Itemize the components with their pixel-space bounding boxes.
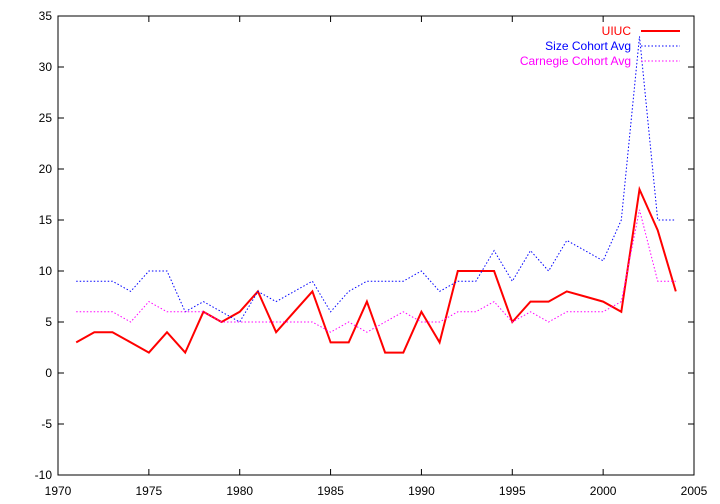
x-tick-label: 1975	[136, 484, 163, 498]
y-tick-label: 5	[45, 315, 52, 329]
series-line-carnegie-cohort-avg	[76, 209, 676, 333]
y-tick-label: 15	[39, 213, 53, 227]
series-line-size-cohort-avg	[76, 36, 676, 323]
y-tick-label: 10	[39, 264, 53, 278]
plot-frame	[57, 15, 695, 476]
y-tick-label: 20	[39, 162, 53, 176]
x-tick-label: 1980	[226, 484, 253, 498]
y-tick-label: 35	[39, 9, 53, 23]
x-tick-label: 1990	[408, 484, 435, 498]
axis-ticks	[57, 15, 695, 476]
legend-label: UIUC	[602, 24, 632, 38]
x-tick-label: 2000	[590, 484, 617, 498]
x-tick-label: 1995	[499, 484, 526, 498]
x-tick-label: 1985	[317, 484, 344, 498]
x-tick-label: 1970	[45, 484, 72, 498]
y-tick-label: 0	[45, 366, 52, 380]
x-tick-label: 2005	[681, 484, 708, 498]
y-tick-label: 25	[39, 111, 53, 125]
y-tick-label: -5	[41, 417, 52, 431]
series-lines	[75, 36, 677, 355]
y-tick-label: -10	[35, 468, 53, 482]
y-tick-label: 30	[39, 60, 53, 74]
tick-labels: -10 -5 0 5 10 15 20 25 30 35 1970 1975 1980 1985 1990 1…	[35, 9, 708, 498]
legend-label: Size Cohort Avg	[545, 39, 631, 53]
legend-label: Carnegie Cohort Avg	[520, 54, 631, 68]
